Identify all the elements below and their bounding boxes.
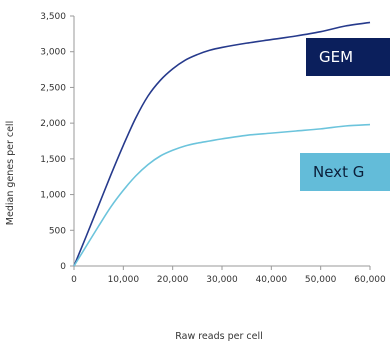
legend-gem: GEM bbox=[306, 38, 390, 76]
x-axis-ticks: 0 10,000 20,000 30,000 40,000 50,000 60,000 bbox=[71, 266, 386, 285]
y-axis-ticks: 0 500 1,000 1,500 2,000 2,500 3,000 3,500 bbox=[40, 12, 74, 272]
y-tick-label: 500 bbox=[49, 226, 66, 236]
series-layer bbox=[73, 21, 371, 267]
legend-next-g-label: Next G bbox=[313, 163, 365, 181]
y-tick-label: 2,000 bbox=[40, 119, 66, 129]
x-tick-label: 50,000 bbox=[305, 275, 337, 285]
y-axis-title: Median genes per cell bbox=[5, 121, 16, 225]
legend-gem-label: GEM bbox=[319, 48, 354, 66]
series-line-gem bbox=[73, 21, 371, 267]
y-tick-label: 0 bbox=[60, 262, 66, 272]
series-line-next-g bbox=[73, 123, 371, 267]
y-tick-label: 3,000 bbox=[40, 48, 66, 58]
x-tick-label: 60,000 bbox=[354, 275, 386, 285]
x-tick-label: 40,000 bbox=[256, 275, 288, 285]
legend-next-g: Next G bbox=[300, 153, 390, 191]
x-tick-label: 10,000 bbox=[108, 275, 140, 285]
y-tick-label: 3,500 bbox=[40, 12, 66, 22]
x-axis-title: Raw reads per cell bbox=[175, 331, 263, 342]
y-tick-label: 1,000 bbox=[40, 191, 66, 201]
y-tick-label: 1,500 bbox=[40, 155, 66, 165]
x-tick-label: 30,000 bbox=[206, 275, 238, 285]
y-tick-label: 2,500 bbox=[40, 83, 66, 93]
x-tick-label: 0 bbox=[71, 275, 77, 285]
x-tick-label: 20,000 bbox=[157, 275, 189, 285]
